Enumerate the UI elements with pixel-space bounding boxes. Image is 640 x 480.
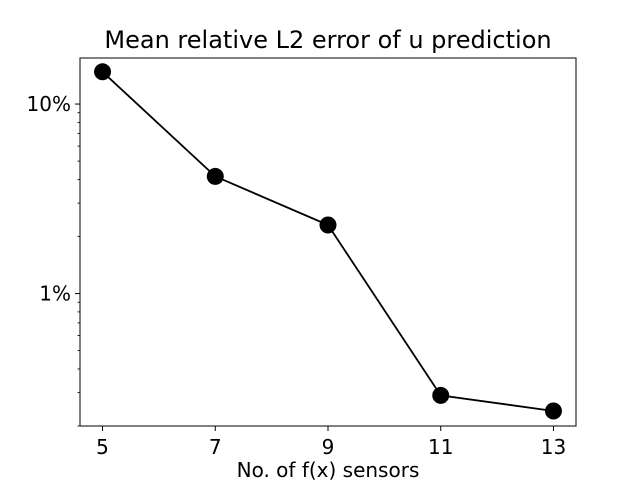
x-tick-label: 5 xyxy=(96,435,109,459)
x-tick-label: 11 xyxy=(428,435,453,459)
data-point xyxy=(94,63,112,81)
chart-title: Mean relative L2 error of u prediction xyxy=(104,26,551,54)
x-tick-label: 13 xyxy=(541,435,566,459)
plot-frame xyxy=(79,57,577,427)
tick-labels: 1% 10% 5 7 9 11 13 xyxy=(27,92,567,459)
y-tick-label: 10% xyxy=(27,92,71,116)
data-point xyxy=(319,216,337,234)
data-point xyxy=(206,167,224,185)
series-line xyxy=(101,71,554,412)
x-tick-label: 9 xyxy=(322,435,335,459)
data-points xyxy=(94,63,562,420)
x-tick-label: 7 xyxy=(209,435,222,459)
major-ticks xyxy=(75,103,554,431)
y-tick-label: 1% xyxy=(39,282,71,306)
data-point xyxy=(544,402,562,420)
data-point xyxy=(432,386,450,404)
x-axis-label: No. of f(x) sensors xyxy=(237,458,420,480)
